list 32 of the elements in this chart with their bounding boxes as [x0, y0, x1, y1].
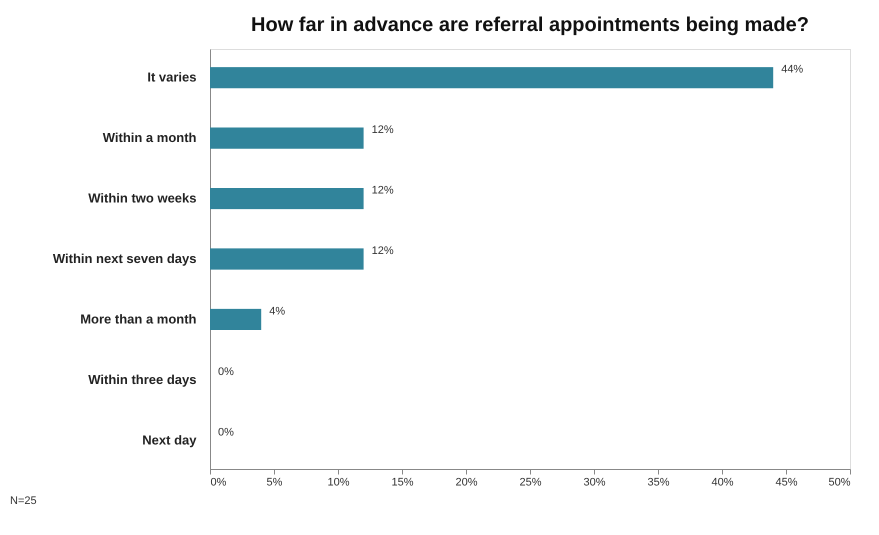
data-label: 4% [269, 305, 286, 318]
data-label: 0% [218, 426, 234, 438]
chart-title: How far in advance are referral appointments being made? [251, 14, 809, 36]
y-tick-label: Within three days [88, 372, 196, 387]
y-tick-label: Within next seven days [52, 251, 196, 266]
x-tick-label: 20% [455, 476, 478, 488]
x-tick-label: 40% [711, 476, 734, 488]
x-tick-label: 50% [828, 476, 851, 488]
data-label: 12% [372, 245, 394, 257]
x-tick-label: 15% [391, 476, 414, 488]
bar [210, 128, 364, 149]
x-tick-label: 5% [266, 476, 283, 488]
y-tick-label: Within a month [102, 130, 197, 146]
bar [210, 248, 364, 270]
x-tick-label: 25% [519, 476, 542, 488]
y-tick-label: It varies [147, 70, 196, 85]
bar [210, 67, 774, 88]
data-label: 12% [372, 124, 394, 136]
x-tick-label: 35% [647, 476, 670, 488]
text: N=25 [10, 495, 37, 507]
x-tick-label: 10% [327, 476, 350, 488]
x-tick-label: 30% [583, 476, 606, 488]
y-tick-label: Next day [142, 432, 198, 448]
bar [210, 188, 364, 210]
bar [210, 308, 262, 330]
data-label: 0% [218, 366, 234, 378]
y-tick-label: Within two weeks [88, 190, 196, 206]
data-label: 12% [372, 184, 394, 197]
y-tick-label: More than a month [80, 311, 197, 326]
x-tick-label: 45% [775, 476, 798, 488]
x-tick-label: 0% [210, 476, 227, 488]
data-label: 44% [781, 64, 804, 76]
